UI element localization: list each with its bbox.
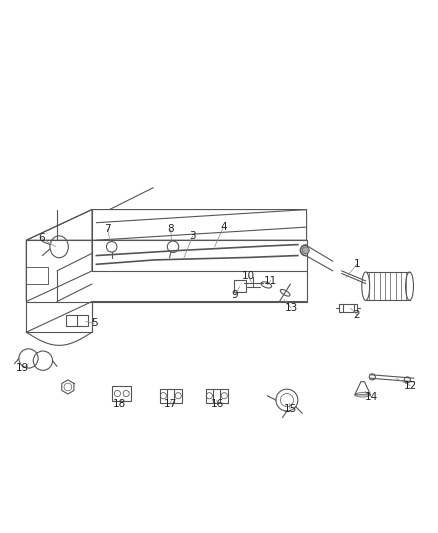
Text: 16: 16 bbox=[211, 399, 224, 409]
Text: 5: 5 bbox=[91, 318, 98, 328]
Text: 1: 1 bbox=[353, 260, 360, 269]
Text: 3: 3 bbox=[189, 231, 196, 241]
Text: 10: 10 bbox=[242, 271, 255, 281]
Text: 7: 7 bbox=[104, 224, 111, 235]
Text: 11: 11 bbox=[264, 276, 277, 286]
Text: 6: 6 bbox=[38, 233, 45, 243]
Text: 12: 12 bbox=[404, 381, 417, 391]
Text: 13: 13 bbox=[285, 303, 298, 313]
Text: 17: 17 bbox=[163, 399, 177, 409]
Text: 19: 19 bbox=[16, 363, 29, 373]
Circle shape bbox=[302, 247, 309, 254]
Text: 4: 4 bbox=[220, 222, 227, 232]
Text: 9: 9 bbox=[231, 290, 238, 300]
Text: 15: 15 bbox=[283, 404, 297, 414]
Text: 2: 2 bbox=[353, 310, 360, 320]
Text: 14: 14 bbox=[365, 392, 378, 401]
Text: 18: 18 bbox=[113, 399, 126, 409]
Text: 8: 8 bbox=[167, 224, 174, 235]
